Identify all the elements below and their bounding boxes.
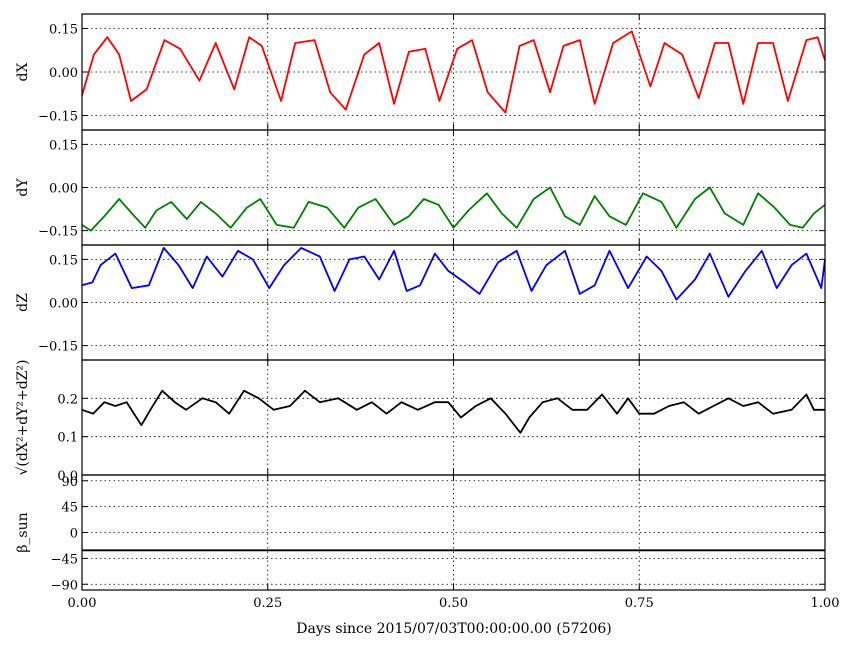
panel-5: 90 45 0 −45 −90 β_sun xyxy=(15,474,826,593)
x-axis-label: Days since 2015/07/03T00:00:00.00 (57206… xyxy=(296,621,611,637)
panel-frame xyxy=(81,359,826,476)
x-tick-label: 0.75 xyxy=(625,596,654,611)
y-tick-label: 0.00 xyxy=(49,66,78,81)
y-tick-label: 0.15 xyxy=(49,138,78,153)
series-line xyxy=(81,186,826,232)
y-tick-label: 0.2 xyxy=(57,392,78,407)
panel-1: 0.15 0.00 −0.15 dX xyxy=(15,13,826,131)
y-tick-label: 90 xyxy=(61,475,78,490)
y-tick-label: 0.00 xyxy=(49,182,78,197)
chart-panels: 0.150.00−0.15dX0.150.00−0.15dY0.150.00−0… xyxy=(15,13,826,593)
y-tick-label: 0.1 xyxy=(57,431,78,446)
y-tick-label: 0 xyxy=(70,527,78,542)
y-axis-label: β_sun xyxy=(15,512,31,552)
y-axis-label: dZ xyxy=(15,293,31,312)
y-tick-label: −90 xyxy=(51,578,78,593)
series-line xyxy=(81,30,826,114)
y-tick-label: 0.15 xyxy=(49,23,78,38)
y-axis-label: √(dX²+dY²+dZ²) xyxy=(15,360,31,476)
y-axis-label: dX xyxy=(15,63,31,82)
series-line xyxy=(81,246,826,301)
panel-2: 0.15 0.00 −0.15 dY xyxy=(15,129,826,246)
panel-4: 0.2 0.1 0.0 √(dX²+dY²+dZ²) xyxy=(15,359,826,484)
x-tick-label: 0.00 xyxy=(68,596,97,611)
y-tick-label: −45 xyxy=(51,552,78,567)
y-tick-label: −0.15 xyxy=(38,110,78,125)
x-tick-label: 0.50 xyxy=(439,596,468,611)
y-axis-label: dY xyxy=(15,178,31,197)
x-axis: 0.00 0.25 0.50 0.75 1.00 xyxy=(68,596,840,611)
series-line xyxy=(81,389,825,434)
y-tick-label: −0.15 xyxy=(38,340,78,355)
y-tick-label: 0.15 xyxy=(49,253,78,268)
x-tick-label: 1.00 xyxy=(811,596,840,611)
y-tick-label: 0.0 xyxy=(57,469,78,484)
panel-frame xyxy=(81,474,826,591)
y-tick-label: 45 xyxy=(61,501,78,516)
x-tick-label: 0.25 xyxy=(253,596,282,611)
panel-3: 0.15 0.00 −0.15 dZ xyxy=(15,244,826,361)
y-tick-label: 0.00 xyxy=(49,297,78,312)
y-tick-label: −0.15 xyxy=(38,225,78,240)
